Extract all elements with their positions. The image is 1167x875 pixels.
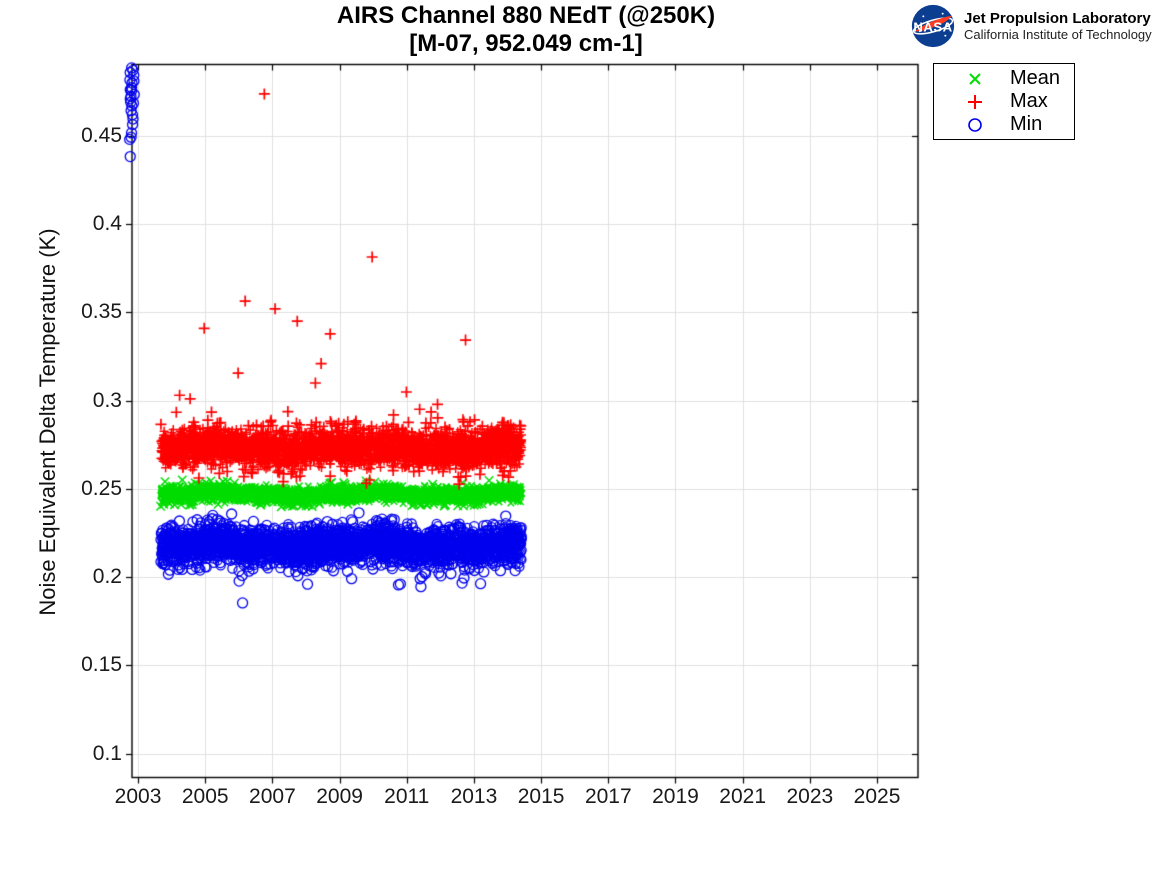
max-plus-marker-icon: [968, 94, 982, 109]
y-tick-label: 0.2: [92, 565, 122, 589]
y-tick-label: 0.1: [92, 741, 122, 765]
legend-label-mean: Mean: [1010, 67, 1061, 89]
jpl-logo: NASA Jet Propulsion Laboratory Californi…: [911, 3, 1167, 49]
x-tick-label: 2005: [181, 785, 229, 808]
jpl-name: Jet Propulsion Laboratory: [964, 10, 1151, 27]
chart-subtitle: [M-07, 952.049 cm-1]: [409, 30, 643, 57]
x-tick-label: 2017: [584, 785, 632, 808]
min-circle-marker-icon: [968, 117, 982, 132]
jpl-logo-text: Jet Propulsion Laboratory California Ins…: [964, 10, 1152, 42]
x-tick-label: 2009: [316, 785, 363, 808]
x-tick-label: 2003: [114, 785, 162, 808]
x-tick-label: 2019: [652, 785, 699, 808]
x-tick-label: 2015: [517, 785, 565, 808]
legend-label-min: Min: [1010, 113, 1043, 135]
mean-x-marker-icon: [969, 72, 981, 85]
x-tick-label: 2011: [384, 785, 430, 808]
caltech-name: California Institute of Technology: [964, 27, 1152, 42]
nasa-meatball-icon: NASA: [911, 4, 955, 48]
y-tick-label: 0.4: [92, 212, 122, 236]
legend-entry-max: Max: [934, 90, 1074, 113]
x-tick-label: 2023: [786, 785, 834, 808]
chart-title: AIRS Channel 880 NEdT (@250K): [336, 2, 716, 29]
y-tick-label: 0.45: [81, 123, 122, 147]
x-tick-label: 2013: [450, 785, 498, 808]
x-tick-label: 2025: [853, 785, 901, 808]
y-tick-label: 0.25: [81, 476, 122, 500]
nasa-logo-text: NASA: [913, 19, 952, 34]
x-tick-label: 2021: [719, 785, 767, 808]
x-tick-label: 2007: [249, 785, 296, 808]
y-tick-label: 0.3: [92, 388, 122, 412]
legend-label-max: Max: [1010, 90, 1048, 112]
y-tick-label: 0.15: [81, 653, 122, 677]
legend: Mean Max Min: [933, 63, 1075, 140]
legend-entry-mean: Mean: [934, 67, 1074, 90]
y-tick-label: 0.35: [81, 300, 122, 324]
legend-entry-min: Min: [934, 113, 1074, 136]
